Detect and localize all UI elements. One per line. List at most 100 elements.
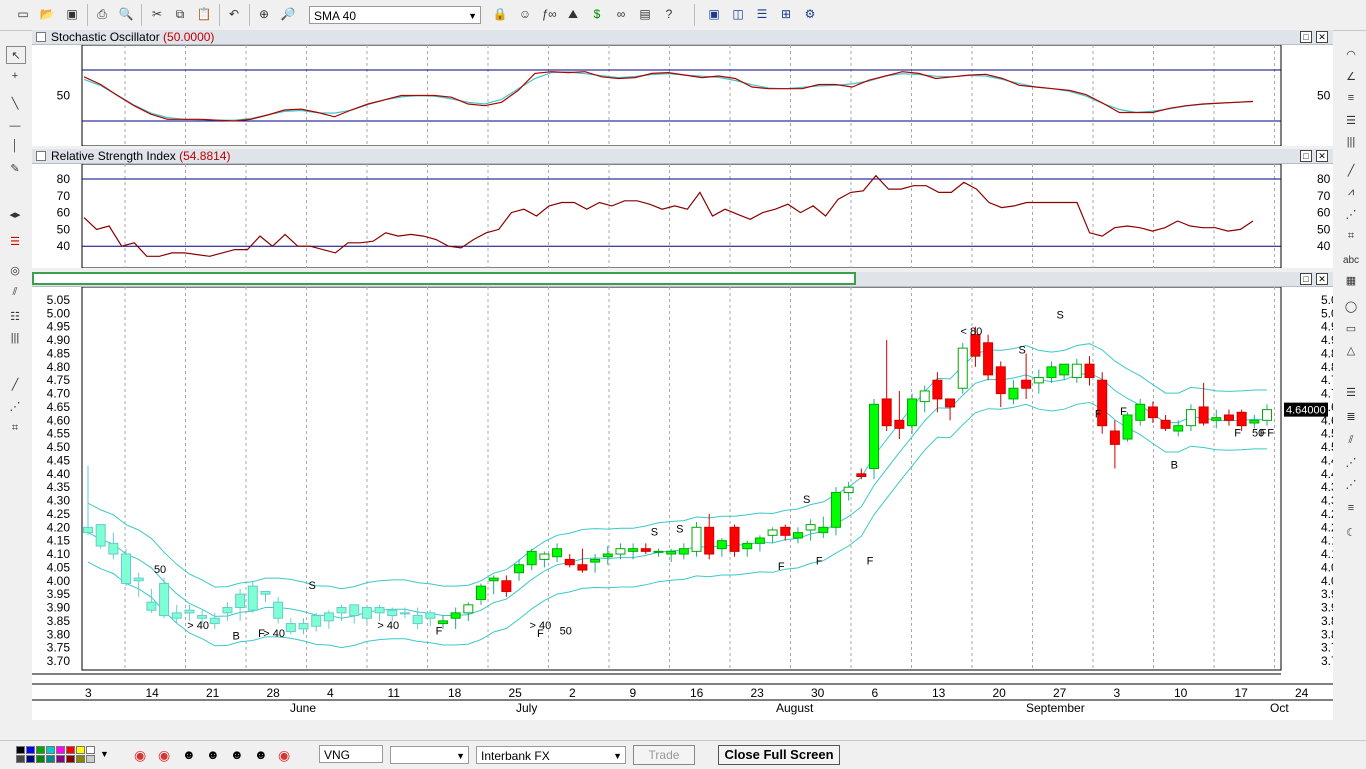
gann-fan-icon[interactable]: ⋰ <box>1345 208 1357 221</box>
people-icon[interactable]: ☻ <box>230 747 244 762</box>
gann-icon[interactable]: ⋰ <box>9 400 21 413</box>
cycle-icon[interactable]: ⌗ <box>11 421 19 434</box>
dollar-icon[interactable]: $ <box>593 7 601 21</box>
people-icon[interactable]: ☻ <box>206 747 220 762</box>
undo-icon[interactable]: ↶ <box>228 7 240 21</box>
feed-select[interactable]: Interbank FX ▼ <box>476 746 626 764</box>
print-icon[interactable]: ⎙ <box>97 6 107 21</box>
chart-icon[interactable]: ▤ <box>639 7 651 21</box>
new-icon[interactable]: ▭ <box>17 7 29 21</box>
close-icon[interactable]: ✕ <box>1316 150 1328 162</box>
tile-horizontal-icon[interactable]: ☰ <box>756 7 768 21</box>
pane-select-checkbox[interactable] <box>36 151 46 161</box>
angle-icon[interactable]: ∠ <box>1346 70 1356 83</box>
chevron-down-icon[interactable]: ▼ <box>100 749 109 759</box>
copy-icon[interactable]: ⧉ <box>175 6 185 21</box>
price-tick-label: 4.45 <box>47 453 71 467</box>
symbol-title-field[interactable] <box>32 272 856 285</box>
candle <box>945 398 956 408</box>
cut-icon[interactable]: ✂ <box>151 7 163 21</box>
pane-select-checkbox[interactable] <box>36 32 46 42</box>
scroll-icon[interactable]: ◂▸ <box>9 208 21 221</box>
candle <box>247 585 258 611</box>
retracement-icon[interactable]: ☰ <box>1346 114 1356 127</box>
rsi-tick-label: 60 <box>57 206 71 220</box>
pointer-icon[interactable]: ↖ <box>6 46 26 64</box>
window-icon[interactable]: ▣ <box>708 7 720 21</box>
stochastic-plot[interactable]: 50 50 <box>32 45 1333 146</box>
arc-icon[interactable]: ◎ <box>10 264 20 277</box>
close-icon[interactable]: ✕ <box>1316 273 1328 285</box>
help-icon[interactable]: ? <box>665 7 673 21</box>
rectangle-icon[interactable]: ▭ <box>1345 322 1357 335</box>
zoom-icon[interactable]: 🔎 <box>280 7 296 21</box>
tile-vertical-icon[interactable]: ◫ <box>732 7 744 21</box>
grid-icon[interactable]: ⊞ <box>780 7 792 21</box>
candle <box>615 548 626 555</box>
line-tool-icon[interactable]: ╱ <box>11 378 19 391</box>
binoculars-icon[interactable]: ∞ <box>616 7 626 21</box>
chrome-icon[interactable]: ◉ <box>134 747 147 763</box>
fan-lines-icon[interactable]: ⋰ <box>1345 478 1357 491</box>
save-icon[interactable]: ▣ <box>66 7 78 21</box>
indicator-select[interactable]: SMA 40 ▼ <box>309 6 481 24</box>
maximize-icon[interactable]: □ <box>1300 150 1312 162</box>
pitchfork-icon[interactable]: ⩘ <box>1347 185 1355 198</box>
price-tick-label: 4.25 <box>1321 507 1333 521</box>
trade-button[interactable]: Trade <box>633 745 695 765</box>
user-icon[interactable]: ☺ <box>518 7 532 21</box>
grid-tool-icon[interactable]: ⌗ <box>1347 229 1355 242</box>
close-icon[interactable]: ✕ <box>1316 31 1328 43</box>
color-palette[interactable] <box>16 746 98 764</box>
triangle-icon[interactable]: △ <box>1346 344 1356 357</box>
crosshair-tool-icon[interactable]: + <box>11 70 19 82</box>
open-icon[interactable]: 📂 <box>39 7 55 21</box>
timezone-icon[interactable]: ||| <box>1346 136 1356 148</box>
candle <box>919 390 930 403</box>
price-tick-label: 4.40 <box>47 467 71 481</box>
ray-icon[interactable]: ╱ <box>1347 164 1355 177</box>
price-tick-label: 4.80 <box>47 360 71 374</box>
maximize-icon[interactable]: □ <box>1300 273 1312 285</box>
horizontal-line-icon[interactable]: — <box>9 120 21 132</box>
paste-icon[interactable]: 📋 <box>196 7 212 21</box>
cycles-icon[interactable]: ⫽ <box>1348 433 1354 446</box>
candle <box>526 550 537 566</box>
crosshair-icon[interactable]: ⊕ <box>258 7 270 21</box>
settings-icon[interactable]: ⚙ <box>804 7 816 21</box>
speed-arc-icon[interactable]: ◠ <box>1346 48 1356 61</box>
trendline-icon[interactable]: ╲ <box>11 97 19 110</box>
arc-tool-icon[interactable]: ☾ <box>1346 526 1356 539</box>
close-full-screen-button[interactable]: Close Full Screen <box>718 745 840 765</box>
ellipse-icon[interactable]: ◯ <box>1344 300 1358 313</box>
candle <box>640 548 651 552</box>
people-icon[interactable]: ☻ <box>254 747 268 762</box>
eraser-icon[interactable]: ✎ <box>10 162 20 175</box>
fan-icon[interactable]: ⫽ <box>12 285 18 298</box>
bars-icon[interactable]: ||| <box>10 332 20 344</box>
table-icon[interactable]: ▦ <box>1345 274 1357 287</box>
maximize-icon[interactable]: □ <box>1300 31 1312 43</box>
chrome-icon[interactable]: ◉ <box>278 747 291 763</box>
vertical-line-icon[interactable]: │ <box>11 140 19 152</box>
speed-lines-icon[interactable]: ⋰ <box>1345 456 1357 469</box>
regression-icon[interactable]: ≡ <box>1347 92 1355 104</box>
channel-icon[interactable]: ☷ <box>10 310 20 323</box>
people-icon[interactable]: ☻ <box>182 747 196 762</box>
function-icon[interactable]: ƒ∞ <box>541 7 557 21</box>
tirone-icon[interactable]: ≡ <box>1347 502 1355 514</box>
symbol-input[interactable]: VNG <box>319 745 383 763</box>
price-chart[interactable]: 5.055.055.005.004.954.954.904.904.854.85… <box>32 287 1333 720</box>
fibonacci-icon[interactable]: ☰ <box>10 235 20 248</box>
rsi-plot[interactable]: 80 80 70 70 60 60 50 50 40 40 <box>32 164 1333 268</box>
empty-select[interactable]: ▼ <box>390 746 469 764</box>
chrome-icon[interactable]: ◉ <box>158 747 171 763</box>
price-tick-label: 4.25 <box>47 507 71 521</box>
lines-icon[interactable]: ≣ <box>1346 410 1356 423</box>
lock-icon[interactable]: 🔒 <box>492 7 508 21</box>
print-preview-icon[interactable]: 🔍 <box>118 7 134 21</box>
price-tick-label: 4.15 <box>47 534 71 548</box>
text-tool-icon[interactable]: abc <box>1342 254 1360 266</box>
tree-icon[interactable]: ⛰ <box>567 6 579 21</box>
levels-icon[interactable]: ☰ <box>1346 386 1356 399</box>
